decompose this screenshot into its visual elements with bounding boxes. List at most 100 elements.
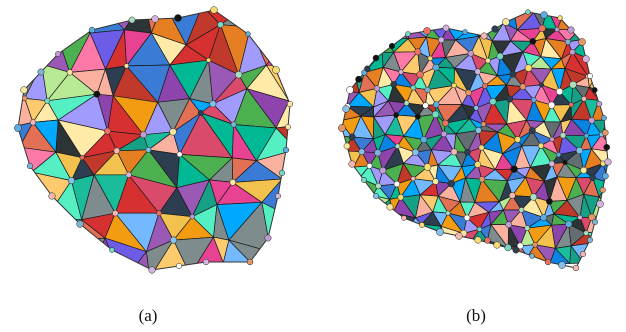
panel-b-face bbox=[609, 45, 626, 59]
panel-b-boundary-vertex bbox=[364, 65, 371, 72]
panel-b-vertex bbox=[554, 26, 560, 33]
panel-b-vertex bbox=[510, 165, 518, 173]
panel-a-face bbox=[53, 13, 91, 34]
panel-b-face bbox=[498, 12, 515, 15]
panel-b-vertex bbox=[589, 174, 596, 181]
panel-b-vertex bbox=[548, 160, 555, 167]
panel-b-face bbox=[605, 214, 608, 231]
panel-b-boundary-vertex bbox=[338, 124, 346, 132]
panel-b-vertex bbox=[474, 161, 482, 168]
panel-a-vertex bbox=[217, 21, 224, 28]
panel-b-vertex bbox=[480, 121, 487, 127]
panel-b-vertex bbox=[373, 85, 381, 92]
panel-a-vertex bbox=[113, 147, 121, 155]
panel-a-face bbox=[164, 0, 203, 6]
panel-a-face bbox=[298, 0, 315, 14]
panel-a-label: (a) bbox=[138, 306, 158, 325]
panel-b-boundary-vertex bbox=[591, 87, 598, 93]
panel-a-vertex bbox=[169, 128, 177, 136]
panel-b-vertex bbox=[432, 178, 439, 185]
panel-b-face bbox=[608, 183, 626, 196]
panel-a-boundary-vertex bbox=[275, 193, 281, 199]
panel-b-face bbox=[320, 214, 342, 233]
panel-a-face bbox=[18, 206, 21, 246]
panel-b-boundary-vertex bbox=[346, 86, 354, 94]
panel-b-face bbox=[342, 224, 356, 246]
panel-b-vertex bbox=[514, 136, 521, 143]
panel-b-boundary-vertex bbox=[493, 241, 501, 249]
panel-a-vertex bbox=[235, 71, 243, 79]
panel-a-boundary-vertex bbox=[151, 15, 159, 23]
panel-a-vertex bbox=[209, 100, 217, 108]
panel-b-vertex bbox=[398, 69, 404, 75]
panel-b-mesh bbox=[320, 0, 626, 272]
panel-b-face bbox=[353, 12, 365, 13]
panel-b-face bbox=[592, 56, 608, 69]
panel-b-face bbox=[458, 12, 473, 31]
panel-b-vertex bbox=[484, 237, 491, 244]
panel-b-face bbox=[443, 240, 457, 261]
panel-a-face bbox=[297, 124, 324, 153]
panel-b-vertex bbox=[583, 133, 590, 139]
panel-a-face bbox=[281, 209, 290, 233]
panel-b-face bbox=[364, 36, 385, 53]
panel-b-label: (b) bbox=[466, 306, 486, 325]
panel-b-vertex bbox=[504, 244, 512, 252]
panel-b-face bbox=[600, 67, 608, 93]
panel-b-vertex bbox=[549, 136, 555, 142]
panel-b-vertex bbox=[374, 149, 382, 157]
panel-a-vertex bbox=[79, 155, 85, 161]
panel-a-boundary-vertex bbox=[210, 6, 218, 14]
panel-a-face bbox=[18, 10, 31, 27]
panel-b-face bbox=[368, 224, 386, 243]
panel-b-boundary-vertex bbox=[602, 129, 609, 136]
panel-b-face bbox=[600, 38, 608, 58]
panel-a-face bbox=[29, 10, 79, 27]
panel-b-face bbox=[583, 12, 600, 15]
panel-b-vertex bbox=[447, 179, 455, 188]
panel-b-face bbox=[342, 197, 365, 217]
panel-b-vertex bbox=[410, 176, 416, 182]
panel-a-face bbox=[144, 0, 164, 2]
panel-b-face bbox=[607, 99, 608, 125]
panel-b-face bbox=[347, 224, 370, 246]
panel-b-vertex bbox=[441, 119, 449, 127]
panel-b-vertex bbox=[432, 101, 440, 108]
panel-a-face bbox=[18, 238, 58, 270]
panel-b-vertex bbox=[538, 142, 544, 149]
panel-b-vertex bbox=[506, 95, 514, 103]
panel-b-boundary-vertex bbox=[361, 177, 367, 183]
panel-b-face bbox=[616, 151, 626, 171]
panel-a-boundary-vertex bbox=[14, 124, 22, 132]
panel-b-face bbox=[355, 0, 374, 7]
panel-b-vertex bbox=[379, 166, 387, 175]
panel-b-vertex bbox=[475, 127, 482, 134]
panel-b-vertex bbox=[538, 82, 545, 88]
panel-a-boundary-vertex bbox=[55, 51, 61, 57]
panel-b-vertex bbox=[556, 152, 562, 158]
panel-b-face bbox=[560, 0, 572, 8]
panel-b-vertex bbox=[538, 24, 546, 32]
panel-b-boundary-vertex bbox=[587, 73, 593, 79]
panel-b-face bbox=[607, 119, 608, 132]
panel-b-vertex bbox=[393, 112, 399, 118]
panel-a-boundary-vertex bbox=[88, 26, 96, 34]
panel-b-face bbox=[342, 135, 344, 152]
panel-a-vertex bbox=[29, 119, 37, 126]
panel-b-face bbox=[439, 12, 460, 29]
panel-a-boundary-vertex bbox=[176, 263, 182, 269]
panel-b-boundary-vertex bbox=[386, 203, 394, 211]
panel-b-face bbox=[399, 241, 412, 259]
panel-b-face bbox=[346, 12, 356, 13]
panel-b-vertex bbox=[509, 70, 517, 78]
panel-b-face bbox=[384, 231, 406, 242]
panel-a-vertex bbox=[189, 214, 195, 220]
panel-a-vertex bbox=[125, 171, 132, 178]
panel-b-face bbox=[378, 241, 401, 261]
panel-b-face bbox=[342, 74, 344, 92]
panel-b-face bbox=[374, 0, 399, 11]
panel-b-face bbox=[473, 0, 499, 12]
panel-b-boundary-vertex bbox=[480, 32, 488, 40]
panel-b-face bbox=[342, 91, 348, 107]
panel-a-vertex bbox=[140, 131, 147, 139]
